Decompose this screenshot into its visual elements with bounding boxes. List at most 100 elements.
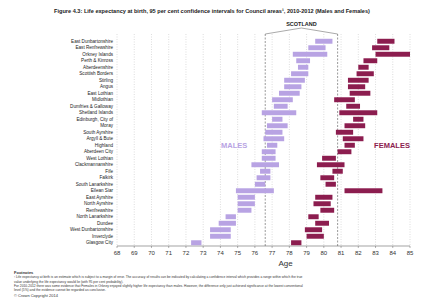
category-label: Falkirk — [99, 175, 113, 180]
category-label: South Ayrshire — [83, 130, 113, 135]
interval-bar — [320, 208, 334, 213]
category-label: Midlothian — [92, 97, 113, 102]
tick-label: 85 — [407, 250, 414, 256]
category-label: Renfrewshire — [86, 208, 114, 213]
category-label: Shetland Islands — [79, 110, 114, 115]
interval-bar — [363, 58, 377, 63]
legend-label: MALES — [221, 141, 247, 150]
category-label: Stirling — [99, 78, 113, 83]
reference-connector — [265, 28, 301, 34]
tick-label: 72 — [183, 250, 190, 256]
interval-bar — [377, 39, 394, 44]
grid-line — [151, 34, 152, 246]
interval-bar — [326, 182, 336, 187]
interval-bar — [291, 71, 308, 76]
interval-bar — [357, 71, 374, 76]
interval-bar — [238, 201, 255, 206]
grid-line — [375, 34, 376, 246]
grid-line — [410, 34, 411, 246]
interval-bar — [274, 104, 288, 109]
tick-label: 81 — [338, 250, 345, 256]
interval-bar — [262, 156, 276, 161]
footnote: level (5%) and the evidence cannot be re… — [14, 288, 106, 292]
tick-label: 80 — [320, 250, 327, 256]
interval-bar — [372, 45, 389, 50]
interval-bar — [267, 123, 288, 128]
interval-bar — [293, 52, 327, 57]
interval-bar — [315, 39, 332, 44]
grid-line — [168, 34, 169, 246]
interval-bar — [296, 58, 310, 63]
chart: Figure 4.3: Life expectancy at birth, 95… — [0, 0, 425, 300]
interval-bar — [267, 143, 277, 148]
interval-bar — [348, 78, 369, 83]
grid-line — [203, 34, 204, 246]
category-label: Moray — [100, 123, 113, 128]
interval-bar — [332, 169, 342, 174]
tick-label: 73 — [200, 250, 207, 256]
category-label: East Dunbartonshire — [71, 39, 113, 44]
interval-bar — [219, 221, 236, 226]
category-label: South Lanarkshire — [76, 182, 114, 187]
tick-label: 83 — [372, 250, 379, 256]
category-label: Orkney Islands — [82, 52, 113, 57]
reference-label: SCOTLAND — [286, 21, 317, 27]
interval-bar — [313, 201, 330, 206]
reference-connector — [301, 28, 337, 34]
interval-bar — [284, 84, 301, 89]
interval-bar — [257, 175, 271, 180]
interval-bar — [345, 143, 355, 148]
category-label: Aberdeenshire — [83, 65, 113, 70]
grid-line — [323, 34, 324, 246]
interval-bar — [308, 45, 325, 50]
category-label: Glasgow City — [86, 240, 114, 245]
grid-line — [220, 34, 221, 246]
category-label: Edinburgh, City of — [76, 117, 113, 122]
category-label: East Lothian — [87, 91, 113, 96]
interval-bar — [255, 182, 265, 187]
grid-line — [289, 34, 290, 246]
interval-bar — [322, 156, 336, 161]
interval-bar — [338, 149, 352, 154]
category-label: Perth & Kinross — [81, 58, 114, 63]
interval-bar — [308, 214, 318, 219]
interval-bar — [284, 78, 305, 83]
grid-line — [254, 34, 255, 246]
interval-bar — [262, 149, 276, 154]
interval-bar — [336, 130, 353, 135]
x-axis — [117, 246, 410, 247]
interval-bar — [291, 240, 301, 245]
category-label: West Dunbartonshire — [70, 227, 114, 232]
category-label: East Ayrshire — [86, 195, 113, 200]
footnote: Footnotes — [14, 270, 34, 275]
copyright: © Crown Copyright 2014 — [14, 293, 59, 298]
interval-bar — [305, 227, 322, 232]
grid-line — [134, 34, 135, 246]
category-label: Aberdeen City — [84, 149, 114, 154]
category-label: North Lanarkshire — [76, 214, 113, 219]
interval-bar — [251, 162, 279, 167]
interval-bar — [226, 214, 236, 219]
grid-line — [117, 34, 118, 246]
interval-bar — [334, 97, 355, 102]
interval-bar — [238, 195, 255, 200]
grid-line — [185, 34, 186, 246]
tick-label: 71 — [165, 250, 172, 256]
interval-bar — [339, 110, 377, 115]
interval-bar — [346, 104, 360, 109]
category-label: Scottish Borders — [79, 71, 113, 76]
category-label: Highland — [95, 143, 114, 148]
tick-label: 69 — [131, 250, 138, 256]
interval-bar — [272, 117, 282, 122]
tick-label: 84 — [389, 250, 396, 256]
interval-bar — [348, 84, 365, 89]
interval-bar — [320, 175, 334, 180]
category-label: East Renfrewshire — [75, 45, 113, 50]
category-label: Clackmannanshire — [75, 162, 113, 167]
interval-bar — [345, 123, 366, 128]
category-label: Inverclyde — [92, 234, 113, 239]
interval-bar — [262, 110, 296, 115]
tick-label: 77 — [269, 250, 276, 256]
interval-bar — [315, 195, 332, 200]
interval-bar — [210, 227, 231, 232]
